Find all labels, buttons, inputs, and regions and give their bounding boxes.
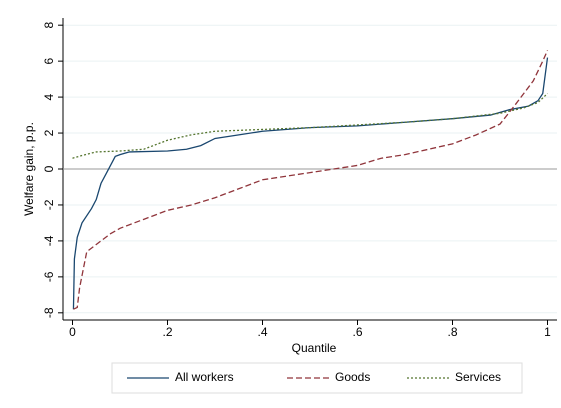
series-line [72,57,549,310]
legend-label: Goods [335,370,370,384]
x-axis-title: Quantile [292,341,337,355]
y-tick-label: 0 [42,165,56,172]
x-tick-label: .6 [352,325,362,339]
legend-label: All workers [175,370,234,384]
y-tick-label: 6 [42,57,56,64]
legend-label: Services [455,370,501,384]
series-line [73,50,549,310]
y-tick-label: 2 [42,129,56,136]
y-tick-label: 8 [42,22,56,29]
legend-box [111,362,523,394]
x-tick-label: 1 [544,325,551,339]
x-tick-label: .2 [162,325,172,339]
y-tick-label: -2 [42,199,56,210]
x-tick-label: .4 [257,325,267,339]
y-tick-label: 4 [42,93,56,100]
x-tick-label: .8 [447,325,457,339]
y-tick-label: -6 [42,271,56,282]
y-tick-label: -8 [42,307,56,318]
series-line [72,93,548,159]
y-axis-title: Welfare gain, p.p. [22,122,36,216]
x-tick-label: 0 [69,325,76,339]
y-tick-label: -4 [42,235,56,246]
